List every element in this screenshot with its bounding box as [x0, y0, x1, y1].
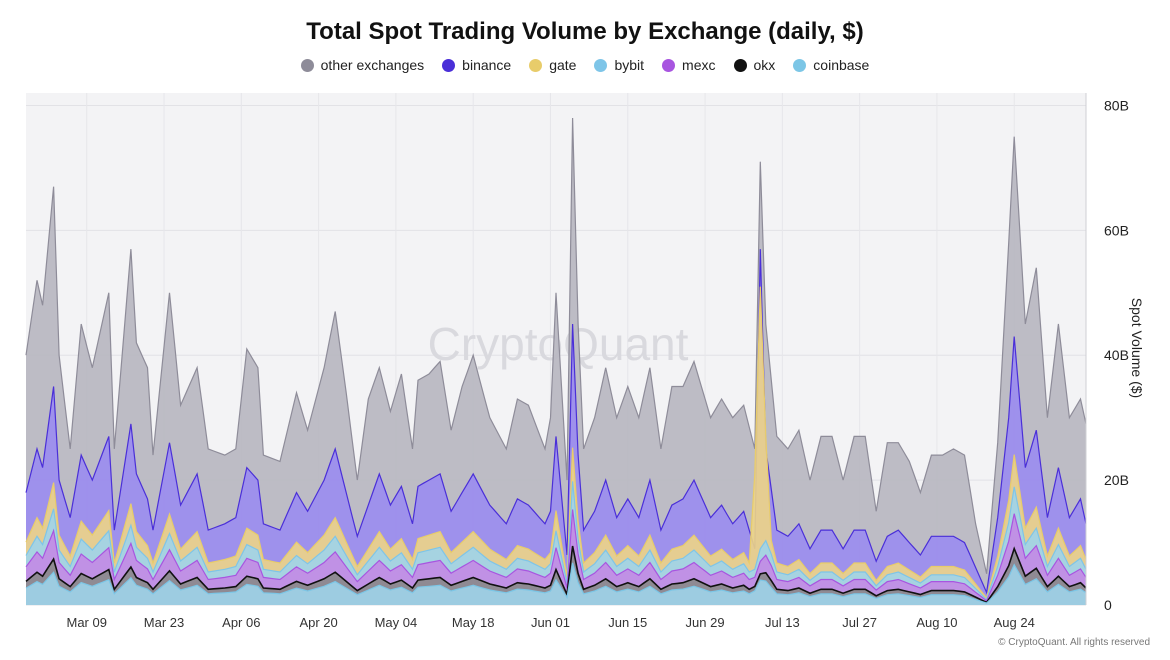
y-tick-label-1: 20B — [1104, 472, 1129, 488]
legend-item-coinbase[interactable]: coinbase — [793, 57, 869, 73]
x-tick-label-0: Mar 09 — [66, 615, 106, 630]
area-mexc — [26, 509, 1086, 605]
legend-item-bybit[interactable]: bybit — [594, 57, 644, 73]
x-tick-label-10: Jul 27 — [842, 615, 877, 630]
chart-title: Total Spot Trading Volume by Exchange (d… — [306, 18, 864, 45]
legend-label-coinbase: coinbase — [813, 57, 870, 73]
line-binance — [25, 249, 1087, 595]
line-bybit — [25, 481, 1087, 601]
x-tick-label-5: May 18 — [452, 615, 495, 630]
line-other-exchanges — [25, 117, 1087, 574]
series-areas — [25, 117, 1087, 605]
x-tick-label-8: Jun 29 — [686, 615, 725, 630]
x-tick-label-12: Aug 24 — [994, 615, 1035, 630]
legend-item-other-exchanges[interactable]: other exchanges — [300, 57, 425, 73]
legend-swatch-gate — [529, 58, 543, 72]
legend-swatch-okx — [733, 58, 747, 72]
legend-item-gate[interactable]: gate — [529, 57, 576, 73]
x-tick-label-6: Jun 01 — [531, 615, 570, 630]
area-coinbase — [26, 562, 1086, 605]
legend-label-okx: okx — [753, 57, 776, 73]
legend-swatch-coinbase — [793, 58, 807, 72]
legend-label-binance: binance — [462, 57, 512, 73]
x-tick-label-4: May 04 — [375, 615, 418, 630]
legend-swatch-other-exchanges — [300, 58, 314, 72]
x-tick-label-1: Mar 23 — [144, 615, 184, 630]
chart-legend: other exchanges binance gate bybit mexc … — [0, 57, 1170, 73]
legend-swatch-bybit — [594, 58, 608, 72]
x-tick-label-11: Aug 10 — [916, 615, 957, 630]
legend-swatch-binance — [442, 58, 456, 72]
y-tick-label-2: 40B — [1104, 347, 1129, 363]
axes: 0 20B 40B 60B 80B Mar 09 Mar 23 Apr 06 Apr 20 May… — [66, 93, 1129, 630]
legend-label-mexc: mexc — [682, 57, 716, 73]
copyright-credit: © CryptoQuant. All rights reserved — [998, 637, 1150, 648]
line-okx — [25, 545, 1087, 604]
y-tick-label-4: 80B — [1104, 97, 1129, 113]
legend-label-other-exchanges: other exchanges — [320, 57, 425, 73]
x-tick-label-2: Apr 06 — [222, 615, 260, 630]
line-coinbase — [25, 562, 1087, 604]
area-other-exchanges — [26, 118, 1086, 605]
y-tick-label-3: 60B — [1104, 222, 1129, 238]
legend-label-gate: gate — [549, 57, 577, 73]
y-axis-title: Spot Volume ($) — [1129, 297, 1145, 399]
x-tick-label-9: Jul 13 — [765, 615, 800, 630]
x-tick-label-3: Apr 20 — [299, 615, 337, 630]
area-binance — [26, 249, 1086, 605]
legend-item-okx[interactable]: okx — [733, 57, 776, 73]
line-gate — [25, 286, 1087, 600]
x-tick-label-7: Jun 15 — [608, 615, 647, 630]
line-mexc — [25, 509, 1087, 602]
legend-label-bybit: bybit — [614, 57, 645, 73]
legend-item-mexc[interactable]: mexc — [662, 57, 716, 73]
legend-item-binance[interactable]: binance — [442, 57, 511, 73]
legend-swatch-mexc — [662, 58, 676, 72]
y-tick-label-0: 0 — [1104, 597, 1112, 613]
